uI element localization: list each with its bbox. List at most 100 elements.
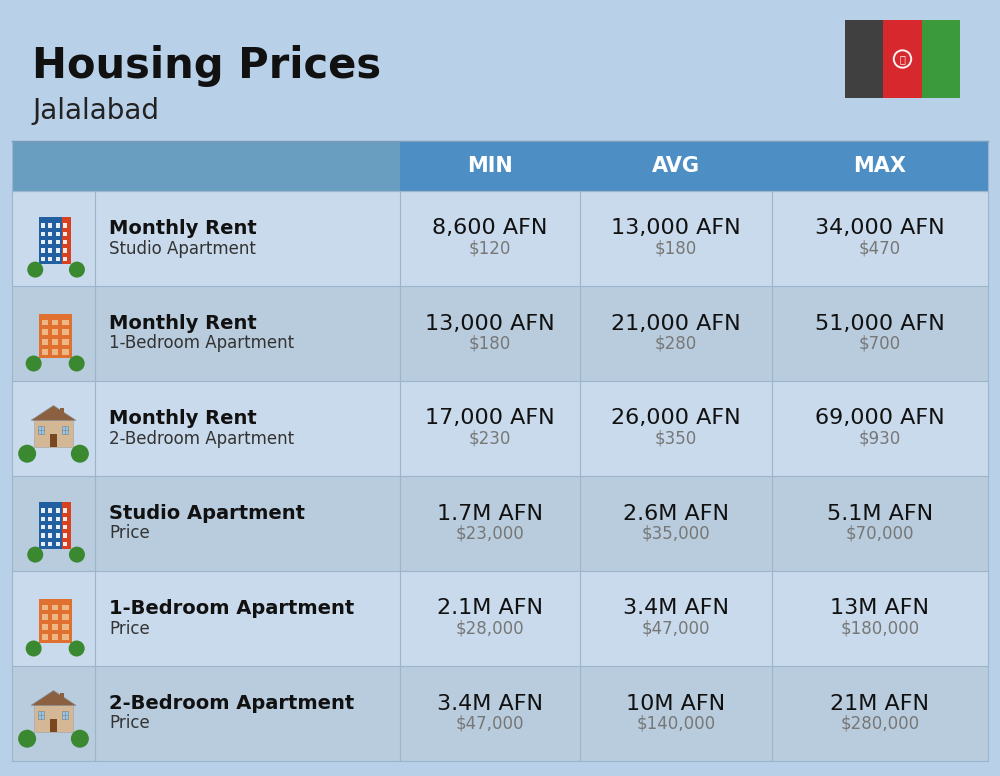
Text: ⛪: ⛪ <box>900 54 905 64</box>
Polygon shape <box>31 406 76 421</box>
Bar <box>48 525 52 529</box>
Circle shape <box>27 546 43 563</box>
Circle shape <box>71 729 89 748</box>
Text: 1-Bedroom Apartment: 1-Bedroom Apartment <box>109 334 294 352</box>
Bar <box>41 223 45 227</box>
Bar <box>52 320 58 325</box>
Bar <box>62 711 68 719</box>
Text: 3.4M AFN: 3.4M AFN <box>623 598 729 618</box>
Text: 34,000 AFN: 34,000 AFN <box>815 219 945 238</box>
Bar <box>48 542 52 546</box>
Text: 3.4M AFN: 3.4M AFN <box>437 694 543 713</box>
Text: $47,000: $47,000 <box>456 715 524 733</box>
Bar <box>41 533 45 538</box>
Text: $140,000: $140,000 <box>636 715 716 733</box>
Bar <box>62 605 69 610</box>
Text: $23,000: $23,000 <box>456 525 524 542</box>
Bar <box>52 349 58 355</box>
Bar <box>42 634 48 639</box>
Bar <box>62 502 71 549</box>
Bar <box>62 330 69 335</box>
Text: 8,600 AFN: 8,600 AFN <box>432 219 548 238</box>
Bar <box>56 240 60 244</box>
Bar <box>63 248 67 252</box>
Bar <box>42 615 48 620</box>
Bar <box>34 421 73 447</box>
Bar <box>52 625 58 630</box>
Text: Price: Price <box>109 525 150 542</box>
Text: 2.1M AFN: 2.1M AFN <box>437 598 543 618</box>
Text: AVG: AVG <box>652 156 700 176</box>
Text: Studio Apartment: Studio Apartment <box>109 240 256 258</box>
Circle shape <box>69 546 85 563</box>
Bar <box>42 349 48 355</box>
Bar <box>38 426 44 434</box>
Bar <box>41 517 45 521</box>
Circle shape <box>18 729 36 748</box>
Bar <box>41 542 45 546</box>
Bar <box>62 615 69 620</box>
Circle shape <box>71 445 89 462</box>
Bar <box>39 217 62 264</box>
Bar <box>12 476 988 571</box>
Bar <box>62 349 69 355</box>
Bar <box>62 634 69 639</box>
Bar <box>48 257 52 261</box>
Bar <box>42 339 48 345</box>
Circle shape <box>69 355 85 372</box>
Bar <box>42 625 48 630</box>
Circle shape <box>69 262 85 278</box>
Text: $120: $120 <box>469 240 511 258</box>
Text: $70,000: $70,000 <box>846 525 914 542</box>
Bar <box>63 240 67 244</box>
Bar <box>63 542 67 546</box>
Text: MIN: MIN <box>467 156 513 176</box>
Bar <box>41 257 45 261</box>
Bar <box>48 508 52 513</box>
Bar <box>39 598 72 643</box>
Bar <box>50 434 57 447</box>
Circle shape <box>26 355 42 372</box>
Bar <box>56 525 60 529</box>
Text: Studio Apartment: Studio Apartment <box>109 504 305 523</box>
Bar <box>56 542 60 546</box>
Text: $28,000: $28,000 <box>456 619 524 638</box>
Bar <box>52 634 58 639</box>
Text: $700: $700 <box>859 334 901 352</box>
Text: 51,000 AFN: 51,000 AFN <box>815 314 945 334</box>
Bar <box>39 502 62 549</box>
Text: $280,000: $280,000 <box>840 715 920 733</box>
Bar <box>56 223 60 227</box>
Bar <box>56 248 60 252</box>
Text: MAX: MAX <box>854 156 906 176</box>
Text: Price: Price <box>109 619 150 638</box>
Text: Price: Price <box>109 715 150 733</box>
Bar <box>41 508 45 513</box>
Text: $47,000: $47,000 <box>642 619 710 638</box>
Bar <box>60 693 64 700</box>
Text: $280: $280 <box>655 334 697 352</box>
Text: 🕌: 🕌 <box>899 53 906 65</box>
Text: 13,000 AFN: 13,000 AFN <box>611 219 741 238</box>
Text: $230: $230 <box>469 429 511 448</box>
Bar <box>52 330 58 335</box>
Bar <box>56 508 60 513</box>
Text: $180: $180 <box>469 334 511 352</box>
Circle shape <box>896 52 910 66</box>
Bar <box>41 248 45 252</box>
Bar <box>62 339 69 345</box>
Bar <box>56 257 60 261</box>
Bar <box>60 408 64 415</box>
Text: 13M AFN: 13M AFN <box>830 598 930 618</box>
Bar <box>63 223 67 227</box>
Bar <box>48 517 52 521</box>
Circle shape <box>894 50 912 68</box>
Bar <box>12 666 988 761</box>
Bar <box>39 314 72 358</box>
Bar <box>50 719 57 732</box>
Text: 2-Bedroom Apartment: 2-Bedroom Apartment <box>109 429 294 448</box>
Text: 21M AFN: 21M AFN <box>830 694 930 713</box>
Text: Jalalabad: Jalalabad <box>32 97 159 125</box>
Bar <box>63 232 67 236</box>
Bar <box>12 286 988 381</box>
